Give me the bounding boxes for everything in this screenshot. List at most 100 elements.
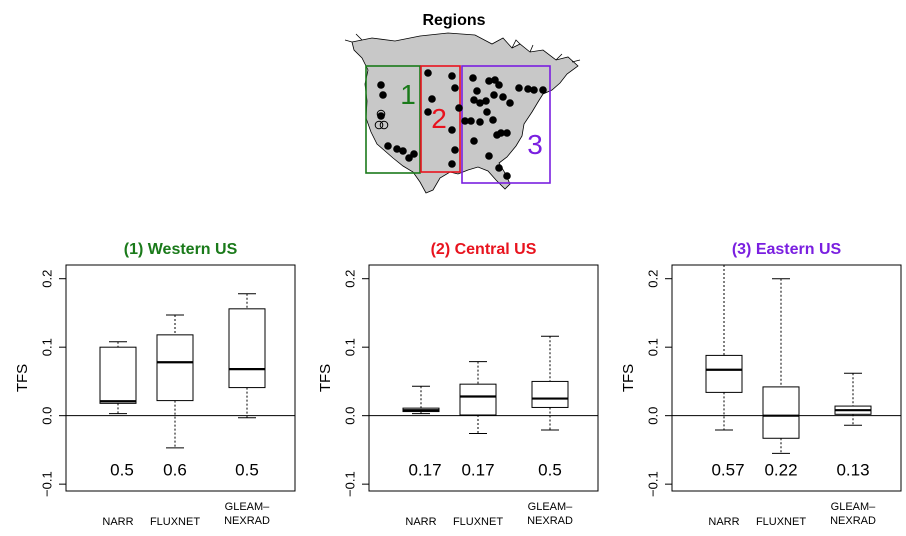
panel-title: (1) Western US xyxy=(124,241,238,258)
region-1-box xyxy=(365,65,421,174)
site-dot xyxy=(470,137,478,145)
region-3-label: 3 xyxy=(527,129,543,160)
site-dot xyxy=(503,129,511,137)
coastline-detail xyxy=(344,33,581,63)
interquartile-box xyxy=(228,308,266,389)
site-dot xyxy=(493,131,501,139)
site-dot xyxy=(448,72,456,80)
site-dot xyxy=(503,172,511,180)
site-dot xyxy=(489,116,497,124)
site-dot xyxy=(393,145,401,153)
y-tick-label: 0.1 xyxy=(342,338,357,356)
category-label: FLUXNET xyxy=(453,516,503,528)
site-dot xyxy=(448,126,456,134)
site-markers xyxy=(374,69,547,180)
panel-title: (3) Eastern US xyxy=(732,241,842,258)
boxplot-panel: (2) Central US −0.1 0.0 0.1 0.2 TFS 0.17 NARR 0.… xyxy=(317,241,599,528)
box-0: 0.17 xyxy=(402,385,442,479)
region-2-box xyxy=(420,65,461,173)
box-annotation: 0.17 xyxy=(461,460,494,479)
y-tick-label: 0.2 xyxy=(645,270,660,288)
site-dot xyxy=(379,91,387,99)
site-circle-open xyxy=(379,120,389,130)
site-dot xyxy=(470,96,478,104)
category-label: FLUXNET xyxy=(756,516,806,528)
box-0: 0.57 xyxy=(705,265,745,479)
site-dot xyxy=(482,97,490,105)
box-annotation: 0.22 xyxy=(764,460,797,479)
y-axis-label: TFS xyxy=(317,364,334,392)
site-dot xyxy=(476,99,484,107)
region-3-box xyxy=(461,65,551,184)
site-dot xyxy=(485,77,493,85)
site-dot xyxy=(495,164,503,172)
site-dot xyxy=(483,108,491,116)
category-label: GLEAM– NEXRAD xyxy=(527,501,573,527)
plot-frame xyxy=(671,264,902,492)
category-label: GLEAM– NEXRAD xyxy=(224,501,270,527)
y-axis-label: TFS xyxy=(620,364,637,392)
category-label: FLUXNET xyxy=(150,516,200,528)
plot-frame xyxy=(65,264,296,492)
y-tick-label: 0.0 xyxy=(39,407,54,425)
interquartile-box xyxy=(762,386,800,439)
site-dot xyxy=(515,84,523,92)
y-axis-label: TFS xyxy=(14,364,31,392)
interquartile-box xyxy=(531,380,569,408)
y-tick-label: 0.0 xyxy=(342,407,357,425)
box-annotation: 0.5 xyxy=(110,460,134,479)
site-dot xyxy=(539,86,547,94)
site-dot xyxy=(377,81,385,89)
site-dot xyxy=(424,69,432,77)
region-1-label: 1 xyxy=(400,79,416,110)
interquartile-box xyxy=(156,334,194,402)
y-tick-label: 0.2 xyxy=(39,270,54,288)
map-title: Regions xyxy=(422,12,485,29)
box-1: 0.6 xyxy=(156,314,194,479)
site-dot xyxy=(461,117,469,125)
box-2: 0.5 xyxy=(228,293,266,479)
site-dot xyxy=(469,74,477,82)
boxplot-panel: (3) Eastern US −0.1 0.0 0.1 0.2 TFS 0.57 NARR 0.… xyxy=(620,241,902,528)
y-tick-label: 0.0 xyxy=(645,407,660,425)
category-label: NARR xyxy=(708,516,739,528)
category-label: GLEAM– NEXRAD xyxy=(830,501,876,527)
y-tick-label: −0.1 xyxy=(342,471,357,497)
y-tick-label: −0.1 xyxy=(39,471,54,497)
site-dot xyxy=(506,99,514,107)
site-dot xyxy=(399,147,407,155)
site-dot xyxy=(476,118,484,126)
site-dot xyxy=(490,91,498,99)
site-dot xyxy=(485,152,493,160)
site-dot xyxy=(451,84,459,92)
site-dot xyxy=(455,104,463,112)
box-annotation: 0.6 xyxy=(163,460,187,479)
interquartile-box xyxy=(705,354,743,393)
box-annotation: 0.57 xyxy=(711,460,744,479)
site-dot xyxy=(524,85,532,93)
site-dot xyxy=(410,150,418,158)
box-2: 0.13 xyxy=(834,372,872,479)
box-0: 0.5 xyxy=(99,341,137,479)
boxplot-panels: (1) Western US −0.1 0.0 0.1 0.2 TFS 0.5 NARR 0.6… xyxy=(14,241,902,528)
category-label: NARR xyxy=(102,516,133,528)
north-america-land xyxy=(351,32,579,194)
site-dot xyxy=(384,142,392,150)
interquartile-box xyxy=(459,383,497,416)
box-annotation: 0.13 xyxy=(836,460,869,479)
category-label: NARR xyxy=(405,516,436,528)
site-circle-open xyxy=(374,120,384,130)
box-2: 0.5 xyxy=(531,335,569,479)
site-dot xyxy=(448,160,456,168)
panel-title: (2) Central US xyxy=(431,241,537,258)
y-tick-label: 0.2 xyxy=(342,270,357,288)
plot-frame xyxy=(368,264,599,492)
y-tick-label: 0.1 xyxy=(39,338,54,356)
site-dot xyxy=(495,81,503,89)
box-annotation: 0.5 xyxy=(538,460,562,479)
site-dot xyxy=(424,108,432,116)
box-annotation: 0.17 xyxy=(408,460,441,479)
y-tick-label: −0.1 xyxy=(645,471,660,497)
box-1: 0.17 xyxy=(459,361,497,479)
site-circle-open xyxy=(376,109,386,119)
